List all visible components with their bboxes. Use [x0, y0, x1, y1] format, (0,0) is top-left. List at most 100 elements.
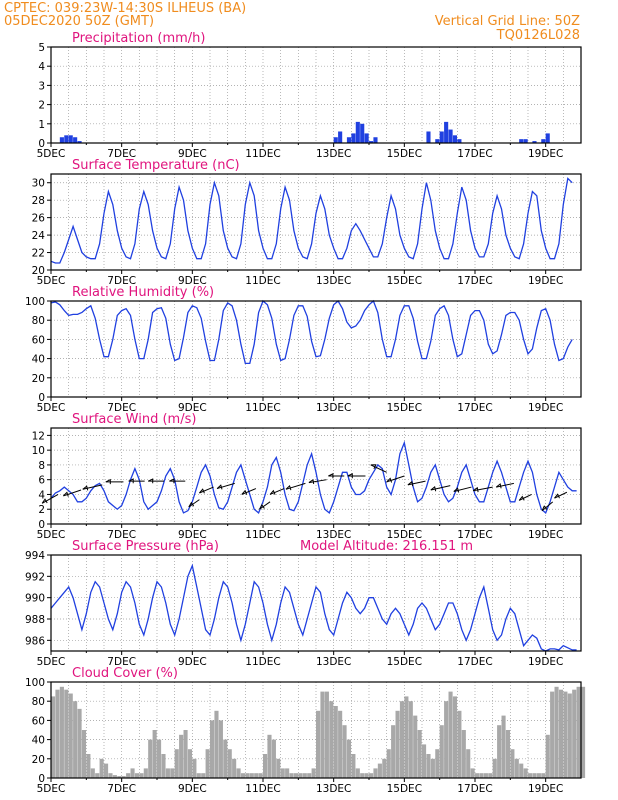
wind-arrow-head	[147, 478, 154, 484]
panel-title-pressure: Surface Pressure (hPa)	[72, 539, 219, 554]
cloud-bar	[117, 776, 122, 778]
x-tick-label: 7DEC	[107, 656, 136, 668]
cloud-bar	[338, 710, 343, 778]
cloud-bar	[267, 734, 272, 778]
cloud-bar	[59, 686, 64, 778]
wind-arrow	[541, 501, 554, 512]
x-tick-label: 19DEC	[528, 148, 563, 160]
cloud-bar	[320, 691, 325, 778]
x-tick-label: 17DEC	[457, 275, 492, 287]
y-tick-label: 30	[32, 178, 45, 190]
wind-arrow-head	[63, 491, 69, 497]
cloud-bar	[311, 768, 316, 778]
cloud-bar	[545, 734, 550, 778]
cloud-bar	[360, 773, 365, 778]
y-tick-label: 20	[32, 754, 45, 766]
wind-arrow	[285, 482, 306, 490]
cloud-bar	[51, 696, 56, 778]
panel-pressure: Surface Pressure (hPa) Model Altitude: 21…	[25, 539, 582, 668]
wind-arrow	[554, 491, 568, 499]
wind-arrow-head	[495, 483, 502, 489]
wind-arrow-head	[41, 498, 48, 504]
wind-arrow	[407, 480, 426, 486]
wind-arrow-head	[259, 503, 265, 510]
wind-arrow-head	[285, 484, 292, 491]
x-tick-label: 15DEC	[387, 275, 422, 287]
precip-bar	[369, 141, 374, 143]
x-tick-label: 13DEC	[316, 529, 351, 541]
cloud-bar	[73, 701, 78, 778]
wind-arrow	[269, 488, 285, 495]
cloud-bar	[422, 744, 427, 778]
y-tick-label: 60	[32, 715, 45, 727]
panel-title-humidity: Relative Humidity (%)	[72, 285, 214, 300]
y-tick-label: 0	[38, 773, 45, 785]
wind-arrow-head	[472, 486, 479, 493]
y-tick-label: 22	[32, 248, 45, 260]
humidity-line	[50, 299, 573, 365]
cloud-bar	[307, 773, 312, 778]
y-tick-label: 5	[38, 42, 45, 54]
cloud-bar	[532, 773, 537, 778]
y-tick-label: 12	[32, 430, 45, 442]
wind-arrow	[473, 486, 493, 492]
x-tick-label: 9DEC	[178, 656, 207, 668]
panel-cloud: Cloud Cover (%) 0 20 40 60 80 100 5DEC 7DEC 9DEC 1…	[25, 666, 586, 795]
cloud-bar	[126, 773, 131, 778]
cloud-bar	[386, 749, 391, 778]
x-tick-label: 19DEC	[528, 529, 563, 541]
y-tick-label: 28	[32, 195, 45, 207]
cloud-bar	[475, 773, 480, 778]
y-tick-label: 994	[25, 550, 45, 562]
cloud-bar	[201, 773, 206, 778]
wind-arrow-head	[241, 489, 248, 495]
x-tick-label: 5DEC	[37, 529, 66, 541]
x-tick-label: 5DEC	[37, 656, 66, 668]
wind-arrow	[308, 479, 327, 484]
precip-bar	[64, 135, 69, 143]
cloud-bar	[395, 710, 400, 778]
x-tick-label: 15DEC	[387, 402, 422, 414]
cloud-bar	[373, 768, 378, 778]
cloud-bar	[391, 725, 396, 778]
precip-bar	[545, 133, 550, 143]
cloud-bar	[369, 773, 374, 778]
cloud-bar	[563, 691, 568, 778]
x-tick-label: 17DEC	[457, 402, 492, 414]
cloud-bar	[550, 691, 555, 778]
x-tick-label: 7DEC	[107, 275, 136, 287]
y-tick-label: 20	[32, 373, 45, 385]
cloud-bar	[413, 715, 418, 778]
cloud-bar	[302, 773, 307, 778]
cloud-bar	[581, 686, 586, 778]
precip-bar	[59, 137, 64, 143]
header-station: CPTEC: 039:23W-14:30S ILHEUS (BA)	[4, 1, 246, 16]
x-tick-label: 13DEC	[316, 402, 351, 414]
y-tick-label: 1	[38, 119, 45, 131]
cloud-bar	[355, 768, 360, 778]
y-tick-label: 988	[25, 614, 45, 626]
cloud-bar	[95, 773, 100, 778]
cloud-bar	[430, 758, 435, 778]
y-tick-label: 10	[32, 445, 45, 457]
cloud-bar	[148, 739, 153, 778]
cloud-bar	[254, 773, 259, 778]
cloud-bar	[293, 773, 299, 778]
y-tick-label: 2	[38, 504, 45, 516]
cloud-bar	[68, 693, 73, 778]
cloud-bar	[541, 773, 546, 778]
x-tick-label: 19DEC	[528, 783, 563, 795]
cloud-bar	[510, 749, 515, 778]
cloud-bar	[170, 768, 175, 778]
cloud-bar	[152, 730, 157, 778]
x-tick-label: 9DEC	[178, 783, 207, 795]
cloud-bar	[112, 775, 117, 778]
x-tick-label: 11DEC	[245, 148, 280, 160]
precip-bar	[426, 131, 431, 143]
cloud-bar	[139, 773, 144, 778]
temperature-line	[50, 177, 573, 264]
cloud-bar	[236, 768, 241, 778]
wind-arrow-head	[453, 487, 460, 493]
cloud-bar	[232, 758, 237, 778]
precip-bar	[73, 137, 78, 143]
